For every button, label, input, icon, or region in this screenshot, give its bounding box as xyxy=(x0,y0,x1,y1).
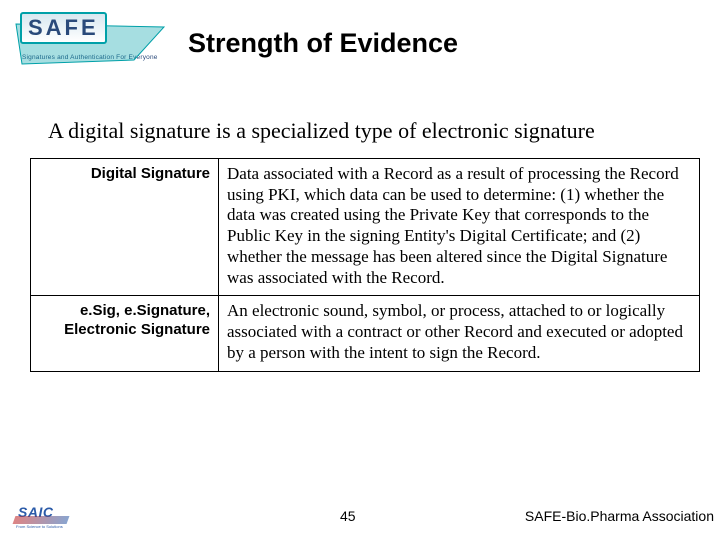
definitions-table: Digital Signature Data associated with a… xyxy=(30,158,700,372)
logo-text: SAFE xyxy=(20,12,107,44)
table-row: Digital Signature Data associated with a… xyxy=(31,159,700,296)
slide-footer: SAIC From Science to Solutions 45 SAFE-B… xyxy=(0,504,720,528)
logo-flair-icon xyxy=(13,516,70,524)
logo-micro-text: From Science to Solutions xyxy=(16,524,63,529)
slide-title: Strength of Evidence xyxy=(188,28,458,59)
footer-right-text: SAFE-Bio.Pharma Association xyxy=(525,508,714,524)
table-row: e.Sig, e.Signature, Electronic Signature… xyxy=(31,296,700,371)
slide-subtitle: A digital signature is a specialized typ… xyxy=(48,118,690,144)
safe-logo: SAFE Signatures and Authentication For E… xyxy=(20,12,180,80)
page-number: 45 xyxy=(340,508,356,524)
term-cell: e.Sig, e.Signature, Electronic Signature xyxy=(31,296,219,371)
slide-header: SAFE Signatures and Authentication For E… xyxy=(0,0,720,80)
saic-logo: SAIC From Science to Solutions xyxy=(18,504,68,528)
definition-cell: An electronic sound, symbol, or process,… xyxy=(219,296,700,371)
definition-cell: Data associated with a Record as a resul… xyxy=(219,159,700,296)
term-cell: Digital Signature xyxy=(31,159,219,296)
